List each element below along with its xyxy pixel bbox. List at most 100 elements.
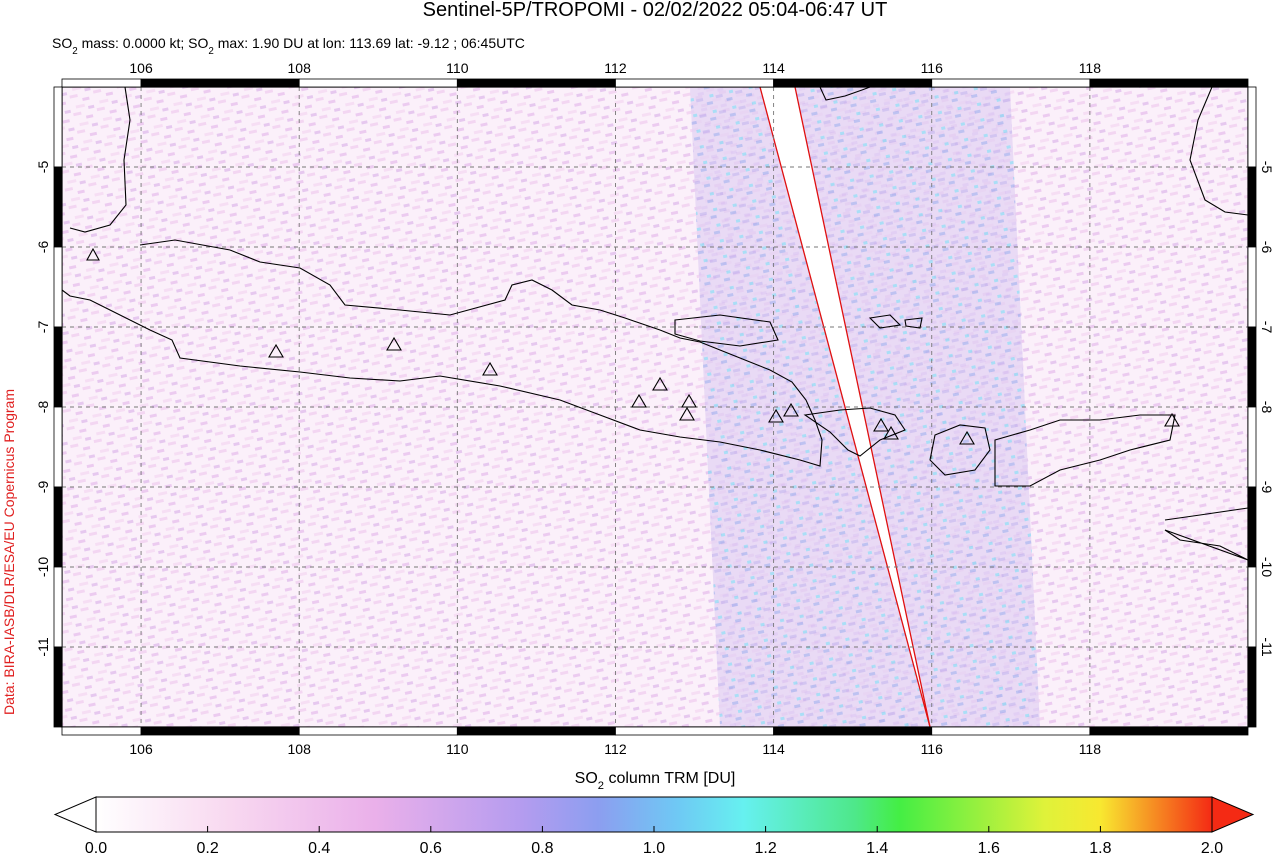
colorbar-tick-label: 0.6 (420, 840, 442, 853)
frame-bar (53, 246, 63, 328)
volcano (679, 406, 695, 421)
frame-bar (298, 726, 458, 736)
volcano (386, 336, 402, 351)
frame-bar (1247, 566, 1257, 648)
frame-bar (53, 486, 63, 568)
coastline (994, 414, 1176, 487)
coastline (62, 239, 823, 467)
colorbar-tick-label: 1.0 (643, 840, 665, 853)
frame-bar (1247, 486, 1257, 568)
frame-bar (140, 78, 300, 88)
frame-bar (931, 726, 1091, 736)
frame-bar (53, 406, 63, 488)
text-part: SO (52, 35, 72, 51)
coastline (929, 424, 991, 476)
colorbar-under (53, 796, 97, 833)
frame-bar (1247, 326, 1257, 408)
y-tick-label: -10 (35, 557, 51, 577)
x-tick-label: 118 (1079, 741, 1102, 757)
x-tick-label: 112 (604, 741, 627, 757)
frame-bar (615, 78, 775, 88)
colorbar-tick-label: 0.4 (308, 840, 330, 853)
frame-bar (931, 78, 1091, 88)
volcano (86, 247, 100, 261)
x-tick-label: 116 (921, 60, 944, 76)
text-part: column TRM [DU] (604, 770, 735, 787)
colorbar-over (1211, 796, 1255, 833)
x-tick-label: 114 (762, 741, 785, 757)
subtitle: SO2 mass: 0.0000 kt; SO2 max: 1.90 DU at… (52, 35, 525, 57)
frame-bar (53, 166, 63, 248)
coastline (819, 87, 871, 101)
coastline (1164, 507, 1248, 561)
frame-bar (61, 726, 142, 736)
y-tick-label: -5 (1259, 161, 1272, 174)
coastline (868, 314, 923, 329)
frame-bar (456, 78, 616, 88)
frame-bar (1089, 78, 1249, 88)
volcano (482, 361, 498, 376)
frame-bar (1247, 246, 1257, 328)
colorbar-tick-label: 1.4 (866, 840, 888, 853)
frame-bar (1247, 86, 1257, 168)
y-tick-label: -6 (1259, 241, 1272, 254)
subscript: 2 (598, 780, 604, 792)
subscript: 2 (72, 46, 77, 57)
frame-bar (773, 726, 933, 736)
coastline (1189, 87, 1248, 216)
volcano (873, 417, 889, 432)
colorbar-tick-label: 0.2 (196, 840, 218, 853)
credit: Data: BIRA-IASB/DLR/ESA/EU Copernicus Pr… (1, 389, 17, 715)
volcano (631, 393, 647, 408)
volcano (959, 430, 975, 445)
x-tick-label: 114 (762, 60, 785, 76)
title: Sentinel-5P/TROPOMI - 02/02/2022 05:04-0… (423, 0, 888, 21)
y-tick-label: -8 (35, 401, 51, 414)
y-tick-label: -7 (1259, 321, 1272, 334)
x-tick-label: 106 (129, 60, 153, 76)
volcano (268, 343, 284, 358)
colorbar-tick-label: 1.6 (978, 840, 1000, 853)
frame-bar (773, 78, 933, 88)
frame-bar (298, 78, 458, 88)
x-tick-label: 108 (288, 60, 312, 76)
orbit-edge (759, 87, 931, 727)
coastline (674, 314, 779, 347)
y-tick-label: -11 (1259, 637, 1272, 656)
volcanoes (86, 247, 1180, 445)
y-tick-label: -6 (35, 241, 51, 254)
frame-bar (1247, 646, 1257, 728)
x-tick-label: 110 (446, 60, 469, 76)
grid (62, 87, 1248, 727)
frame-bar (1247, 406, 1257, 488)
text-part: max: 1.90 DU at lon: 113.69 lat: -9.12 ;… (214, 35, 525, 51)
x-tick-label: 110 (446, 741, 469, 757)
x-tick-label: 108 (288, 741, 312, 757)
colorbar-tick-label: 2.0 (1201, 840, 1223, 853)
x-tick-label: 112 (604, 60, 627, 76)
axes: 106 106 108 108 110 110 112 112 114 114 116 116 118 1… (35, 60, 1272, 757)
x-tick-label: 106 (129, 741, 153, 757)
colorbar-tick-label: 1.8 (1089, 840, 1111, 853)
coastline (803, 407, 906, 457)
volcano (681, 393, 697, 408)
frame-bar (1247, 166, 1257, 248)
frame-bar (140, 726, 300, 736)
x-tick-label: 118 (1079, 60, 1102, 76)
frame-bar (53, 566, 63, 648)
y-tick-label: -5 (35, 161, 51, 174)
frame-bar (61, 78, 142, 88)
volcano (783, 402, 799, 417)
y-tick-label: -9 (1259, 481, 1272, 494)
volcano (768, 408, 784, 423)
volcano (1164, 412, 1180, 427)
colorbar-tick-label: 1.2 (754, 840, 776, 853)
frame-bar (1089, 726, 1249, 736)
frame-bar (456, 726, 616, 736)
x-tick-label: 116 (921, 741, 944, 757)
y-tick-label: -10 (1259, 557, 1272, 577)
frame-bar (53, 326, 63, 408)
map-area (62, 87, 1248, 727)
colorbar-axis: 0.0 0.2 0.4 0.6 0.8 1.0 1.2 1.4 1.6 1.8 2.0 (85, 826, 1223, 853)
